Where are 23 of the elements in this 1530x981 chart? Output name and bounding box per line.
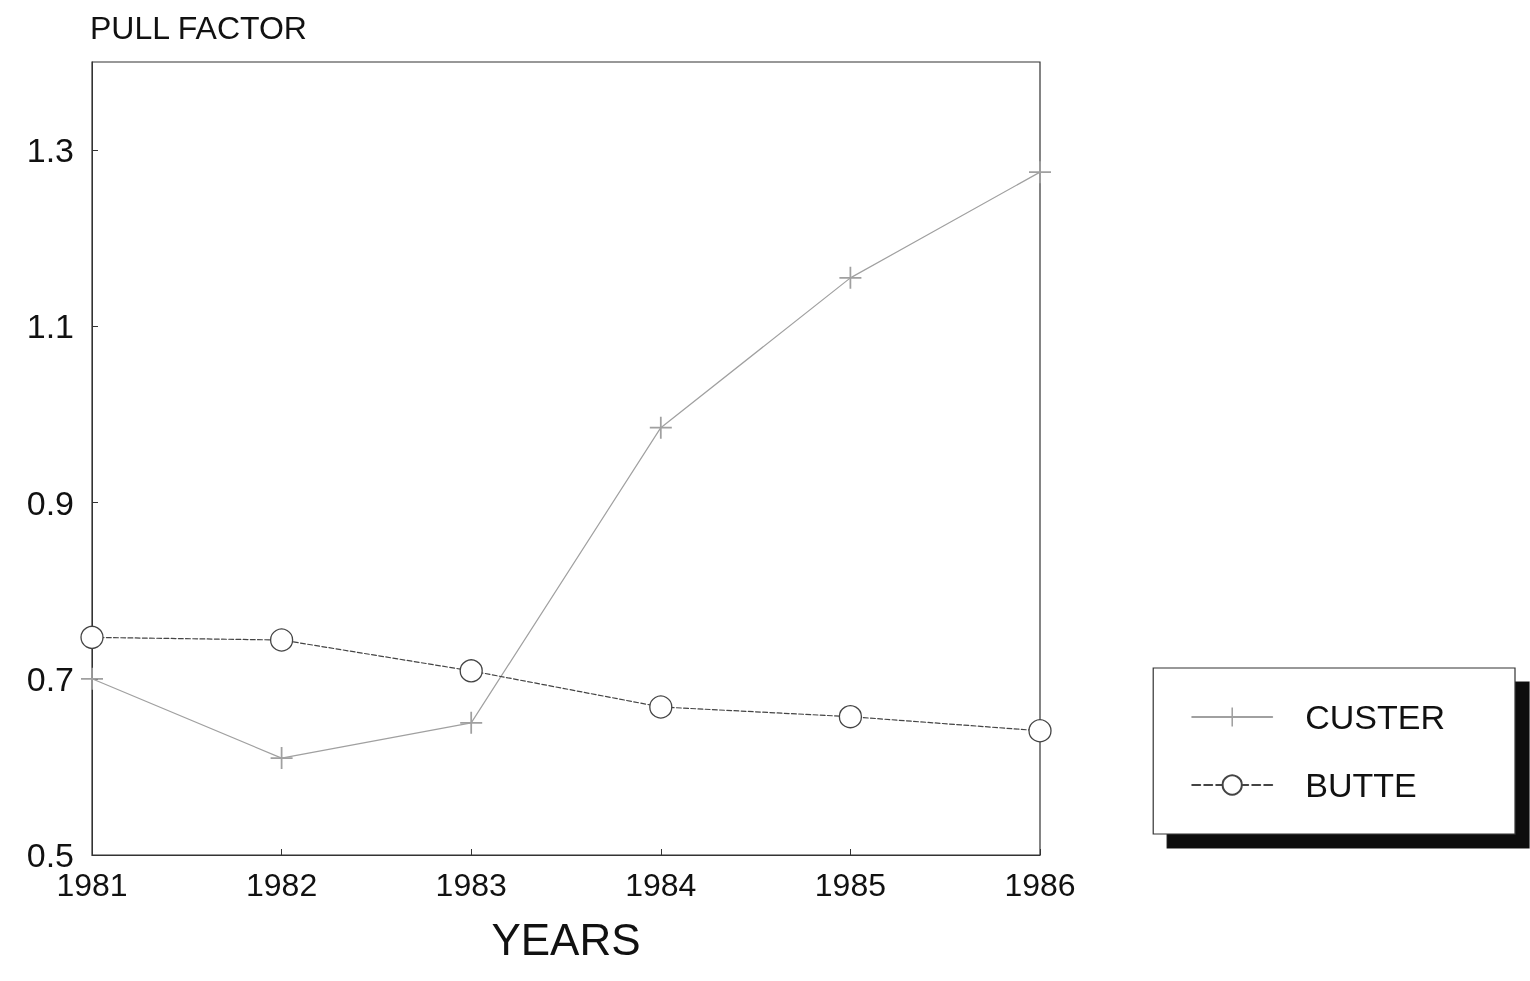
point bbox=[459, 659, 483, 683]
point bbox=[81, 667, 103, 690]
y-tick-label: 1.1 bbox=[26, 307, 74, 346]
y-tick-label: 0.9 bbox=[26, 483, 74, 522]
point bbox=[460, 711, 483, 734]
point bbox=[838, 705, 863, 729]
point bbox=[649, 416, 672, 439]
x-tick-label: 1982 bbox=[246, 867, 318, 903]
point bbox=[1028, 719, 1052, 743]
point bbox=[80, 625, 104, 650]
point bbox=[1029, 161, 1051, 184]
y-tick-label: 1.3 bbox=[26, 131, 74, 170]
x-tick-label: 1986 bbox=[1004, 867, 1076, 903]
y-axis-title: PULL FACTOR bbox=[90, 10, 307, 46]
x-tick-label: 1983 bbox=[435, 867, 507, 903]
point bbox=[269, 628, 294, 652]
x-tick-label: 1985 bbox=[814, 867, 886, 903]
y-tick-label: 0.7 bbox=[26, 659, 74, 698]
point bbox=[649, 695, 673, 719]
legend-label: CUSTER bbox=[1305, 698, 1446, 736]
x-tick-label: 1984 bbox=[625, 867, 697, 903]
legend-label: BUTTE bbox=[1305, 766, 1417, 804]
x-axis-title: YEARS bbox=[491, 914, 641, 964]
